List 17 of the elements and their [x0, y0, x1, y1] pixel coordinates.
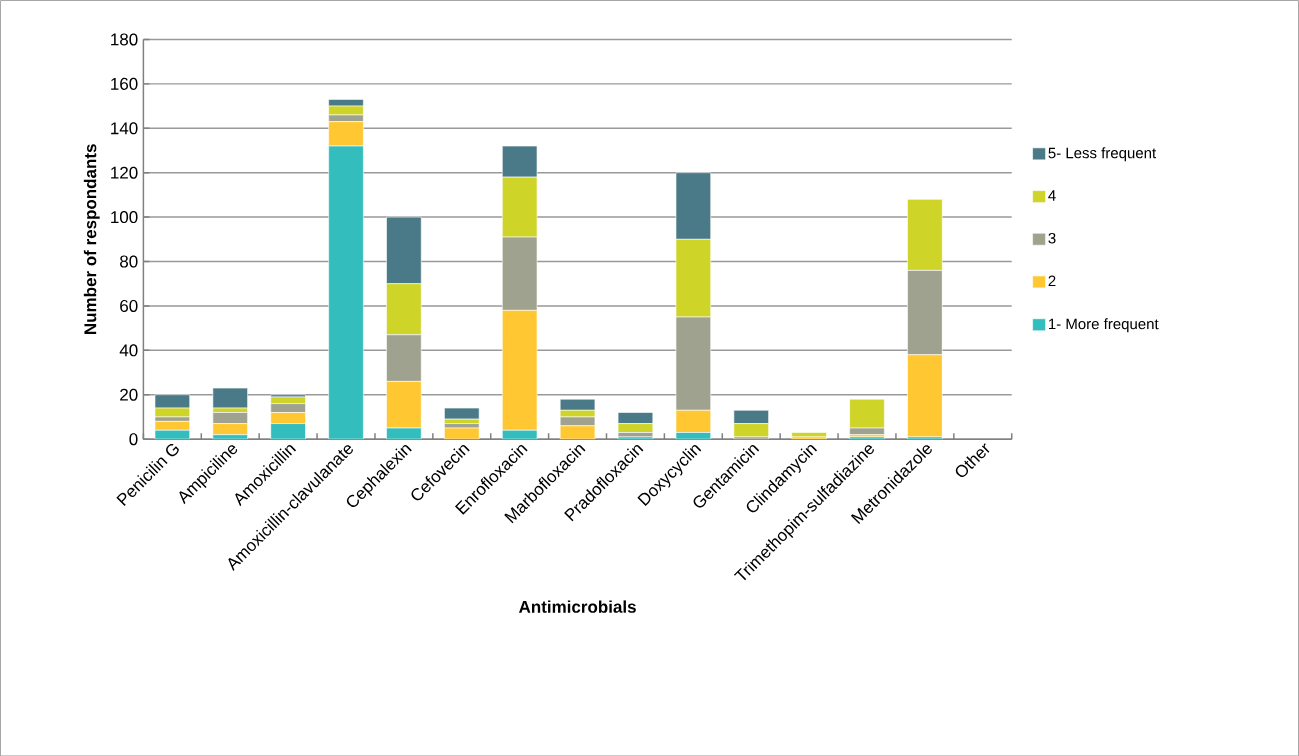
y-tick-label: 40	[119, 344, 138, 357]
y-tick-label: 120	[111, 166, 138, 179]
y-tick-label: 100	[111, 210, 138, 223]
y-tick-label: 180	[111, 33, 138, 46]
x-axis-title: Antimicrobials	[518, 600, 636, 613]
y-axis-title: Number of respondants	[83, 144, 100, 334]
legend-label: 2	[1048, 275, 1056, 286]
y-tick-label: 20	[120, 388, 138, 401]
y-tick-label: 0	[129, 432, 138, 445]
y-tick-label: 160	[111, 77, 138, 90]
y-tick-label: 80	[120, 255, 138, 268]
legend-label: 5- Less frequent	[1048, 147, 1157, 162]
legend-label: 1- More frequent	[1049, 318, 1159, 332]
legend-label: 3	[1048, 232, 1056, 244]
legend-label: 4	[1048, 190, 1056, 201]
y-tick-label: 140	[111, 122, 138, 135]
y-tick-label: 60	[120, 299, 138, 312]
